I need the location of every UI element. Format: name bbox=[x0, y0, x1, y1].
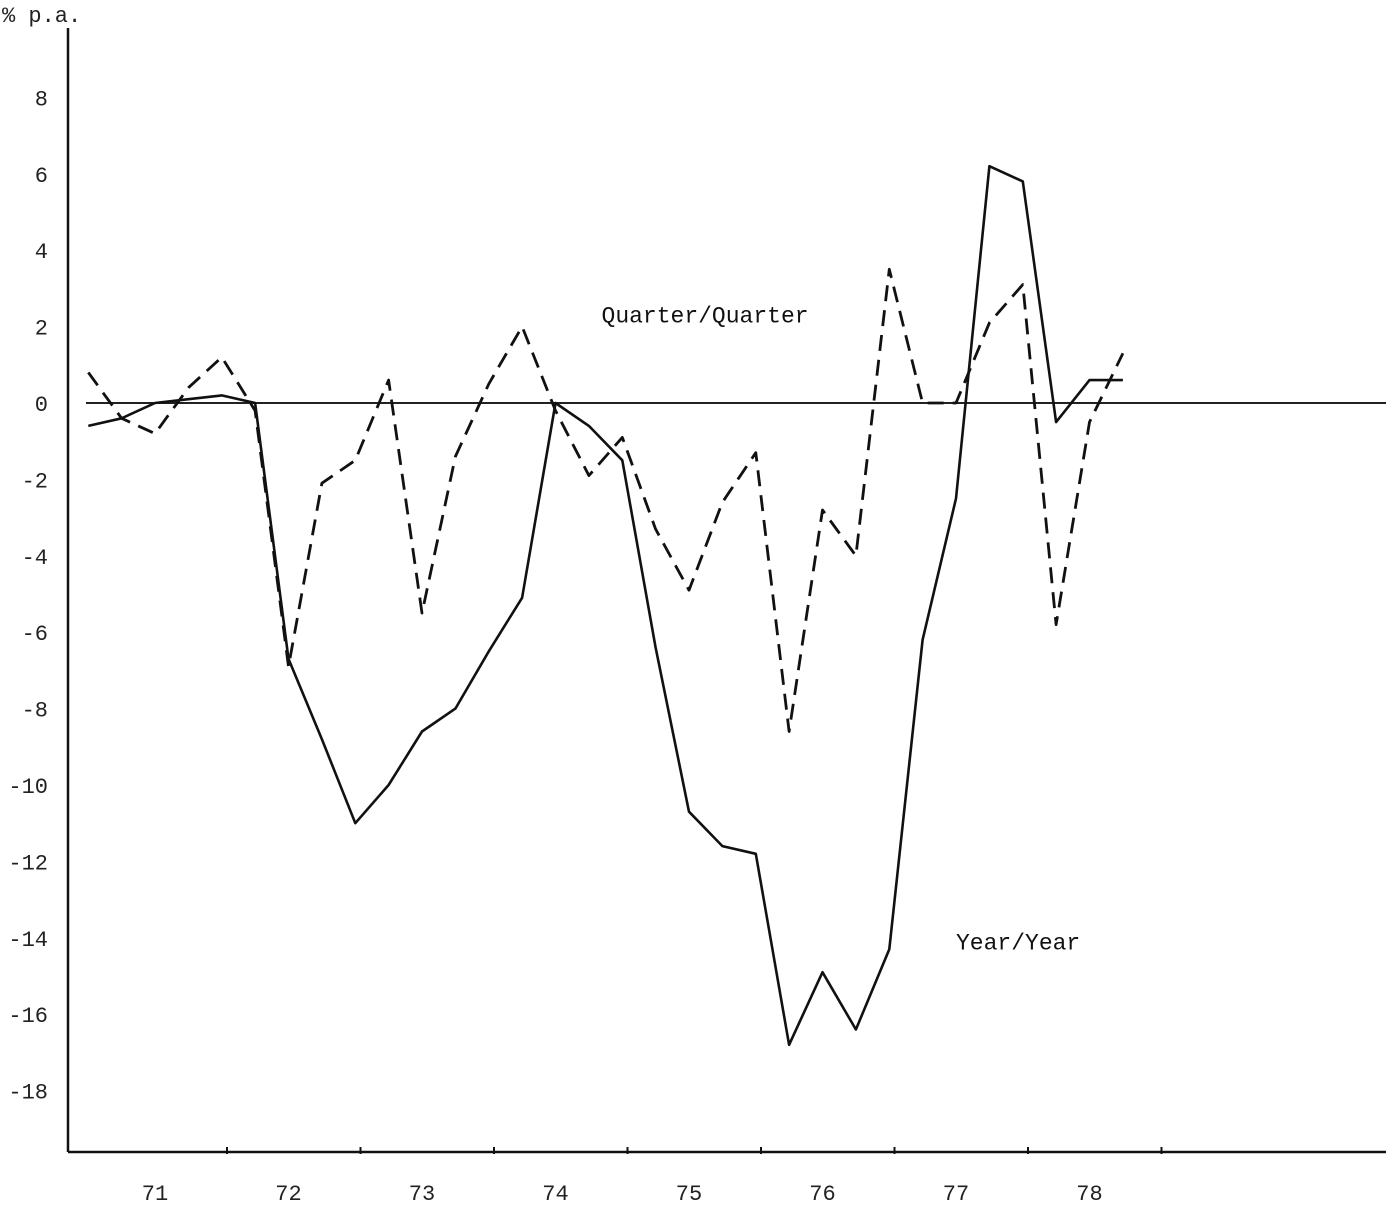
y-tick-label: -6 bbox=[22, 622, 48, 647]
series-annotation-label: Quarter/Quarter bbox=[602, 304, 809, 330]
y-tick-label: -18 bbox=[8, 1081, 48, 1106]
x-tick-label: 77 bbox=[943, 1182, 969, 1207]
y-tick-label: -16 bbox=[8, 1004, 48, 1029]
axes bbox=[66, 28, 1386, 1154]
series-line-quarter-quarter bbox=[87, 267, 1125, 733]
series-line-year-year bbox=[88, 164, 1123, 1047]
labels: % p.a. 8 6 4 2 0 -2 -4 -6 -8 -10 -12 -14 -16 -18 71 72 73… bbox=[2, 4, 1103, 1207]
y-tick-label: 2 bbox=[35, 317, 48, 342]
y-tick-label: -14 bbox=[8, 928, 48, 953]
y-tick-label: 6 bbox=[35, 164, 48, 189]
y-tick-label: -10 bbox=[8, 775, 48, 800]
y-tick-label: 0 bbox=[35, 393, 48, 418]
x-tick-label: 78 bbox=[1076, 1182, 1102, 1207]
y-tick-label: 4 bbox=[35, 240, 48, 265]
x-tick-label: 71 bbox=[142, 1182, 168, 1207]
x-tick-label: 73 bbox=[409, 1182, 435, 1207]
x-tick-label: 74 bbox=[542, 1182, 568, 1207]
x-tick-label: 75 bbox=[676, 1182, 702, 1207]
y-tick-label: 8 bbox=[35, 87, 48, 112]
y-tick-label: -2 bbox=[22, 469, 48, 494]
y-tick-label: -8 bbox=[22, 699, 48, 724]
x-tick-label: 76 bbox=[809, 1182, 835, 1207]
y-axis-unit-label: % p.a. bbox=[2, 4, 81, 29]
series-annotation-label: Year/Year bbox=[956, 930, 1080, 956]
y-tick-label: -12 bbox=[8, 851, 48, 876]
x-tick-label: 72 bbox=[275, 1182, 301, 1207]
y-tick-label: -4 bbox=[22, 546, 48, 571]
series-lines bbox=[87, 164, 1125, 1047]
